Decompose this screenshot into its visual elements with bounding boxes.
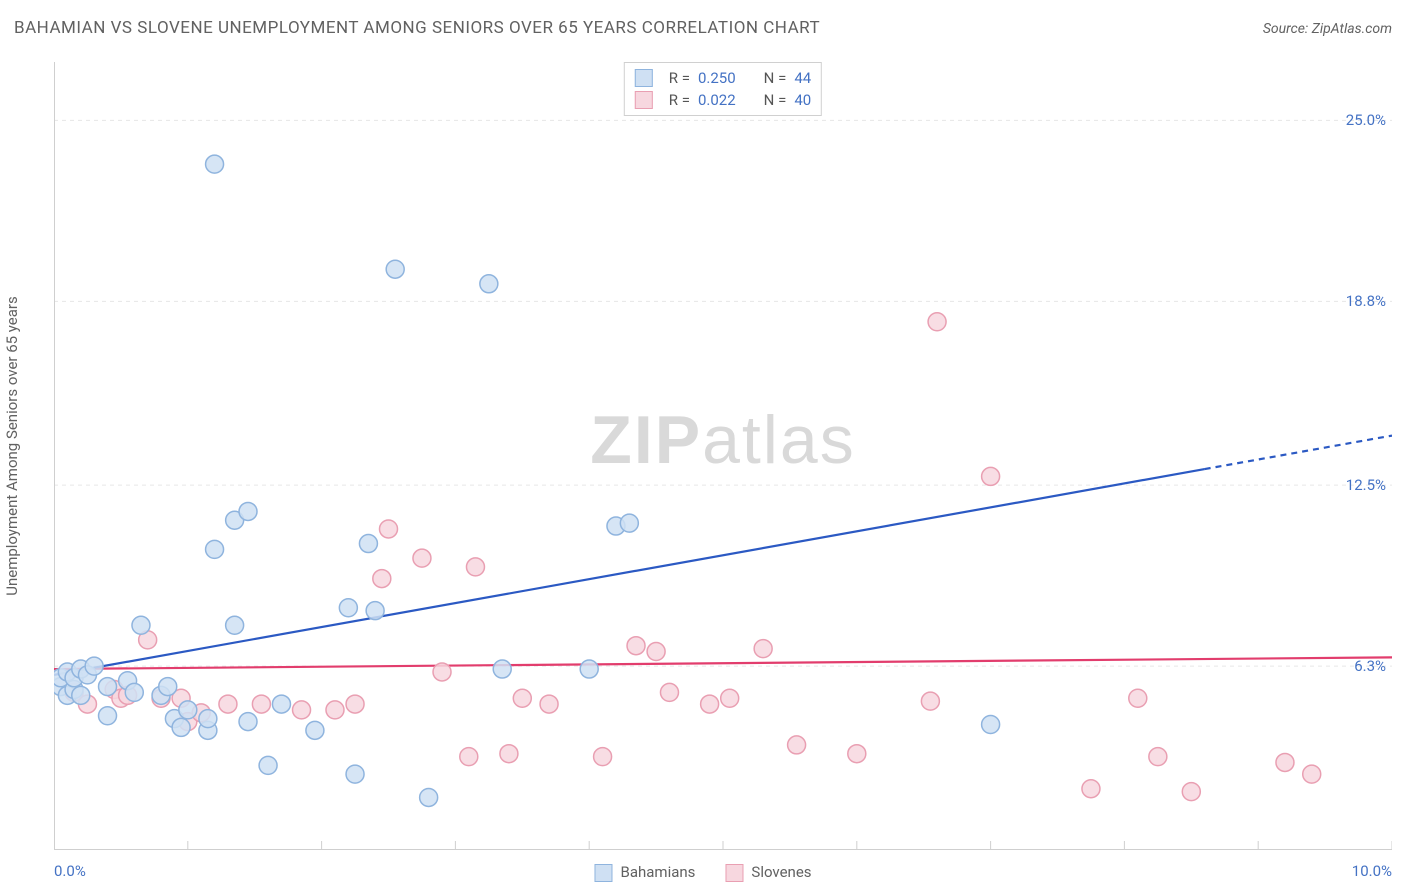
chart-source: Source: ZipAtlas.com (1263, 21, 1392, 37)
legend-n-value: 44 (794, 69, 811, 87)
legend-swatch-icon (594, 864, 612, 882)
legend-r-label: R = (669, 91, 690, 109)
chart-header: BAHAMIAN VS SLOVENE UNEMPLOYMENT AMONG S… (14, 18, 1392, 38)
legend-swatch-icon (635, 91, 653, 109)
legend-r-label: R = (669, 69, 690, 87)
series-legend-item: Slovenes (725, 863, 811, 882)
legend-n-value: 40 (794, 91, 811, 109)
chart-title: BAHAMIAN VS SLOVENE UNEMPLOYMENT AMONG S… (14, 18, 820, 38)
legend-r-value: 0.022 (698, 91, 736, 109)
y-tick-label: 12.5% (1346, 476, 1386, 494)
x-axis-min-label: 0.0% (54, 862, 86, 880)
y-axis-label: Unemployment Among Seniors over 65 years (3, 296, 21, 595)
correlation-legend-row: R = 0.022 N = 40 (635, 89, 811, 111)
correlation-legend-row: R = 0.250 N = 44 (635, 67, 811, 89)
series-legend-item: Bahamians (594, 863, 695, 882)
x-axis-max-label: 10.0% (1352, 862, 1392, 880)
legend-n-label: N = (764, 91, 787, 109)
legend-swatch-icon (725, 864, 743, 882)
series-legend: Bahamians Slovenes (594, 863, 811, 882)
correlation-legend: R = 0.250 N = 44 R = 0.022 N = 40 (624, 62, 822, 116)
y-tick-label: 6.3% (1354, 657, 1386, 675)
series-legend-label: Slovenes (751, 863, 811, 881)
legend-r-value: 0.250 (698, 69, 736, 87)
series-legend-label: Bahamians (620, 863, 695, 881)
y-tick-label: 18.8% (1346, 292, 1386, 310)
y-tick-label: 25.0% (1346, 111, 1386, 129)
legend-swatch-icon (635, 69, 653, 87)
scatter-plot-svg (54, 62, 1392, 850)
chart-plot-area: ZIPatlas R =0.250N =44R =0.022N =40 6.3%… (54, 62, 1392, 850)
legend-n-label: N = (764, 69, 787, 87)
